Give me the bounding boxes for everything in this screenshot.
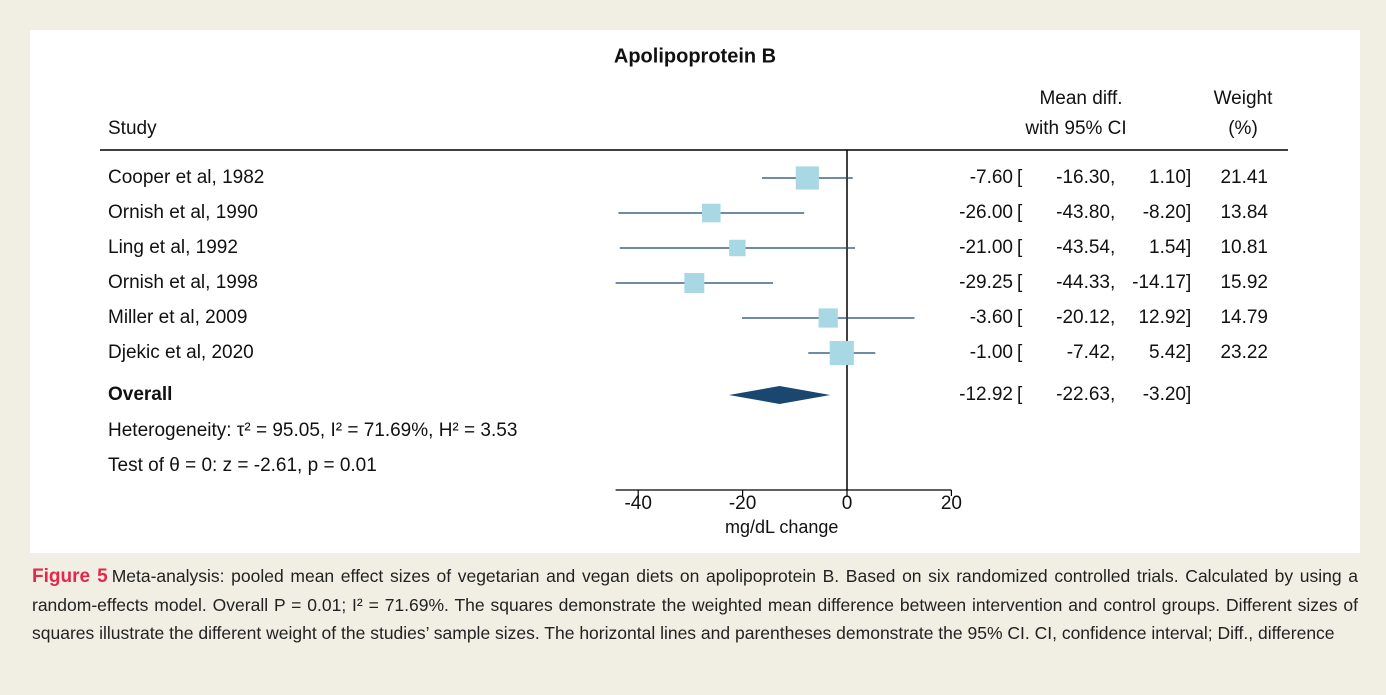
weight-label: 13.84 [1220, 202, 1268, 223]
effect-square [818, 308, 838, 328]
ci-low-label: -44.33 [1056, 272, 1110, 293]
ci-bracket: ] [1186, 272, 1191, 293]
caption-text: Meta-analysis: pooled mean effect sizes … [32, 566, 1359, 643]
effect-square [684, 273, 705, 293]
x-tick-label: 20 [941, 493, 962, 514]
ci-high-label: -8.20 [1143, 202, 1186, 223]
study-label: Miller et al, 2009 [108, 307, 247, 328]
ci-low-label: -43.80 [1056, 202, 1110, 223]
ci-bracket: ] [1186, 202, 1191, 223]
effect-square [795, 166, 819, 190]
effect-label: -1.00 [970, 342, 1013, 363]
weight-label: 10.81 [1220, 237, 1268, 258]
x-tick-label: 0 [842, 493, 853, 514]
effect-label: -3.60 [970, 307, 1013, 328]
ci-bracket: ] [1186, 342, 1191, 363]
ci-high-label: 1.54 [1149, 237, 1186, 258]
column-header: with 95% CI [1024, 118, 1126, 139]
ci-bracket: [ [1017, 384, 1023, 405]
ci-separator: , [1110, 272, 1115, 293]
weight-label: 14.79 [1220, 307, 1268, 328]
heterogeneity: Heterogeneity: τ² = 95.05, I² = 71.69%, … [108, 420, 517, 441]
column-header: Mean diff. [1039, 88, 1122, 109]
effect-label: -26.00 [959, 202, 1013, 223]
ci-bracket: ] [1186, 384, 1191, 405]
ci-separator: , [1110, 384, 1115, 405]
test-statistic: Test of θ = 0: z = -2.61, p = 0.01 [108, 455, 377, 476]
ci-bracket: [ [1017, 342, 1023, 363]
column-header: Weight [1214, 88, 1274, 109]
ci-bracket: [ [1017, 237, 1023, 258]
ci-low-label: -22.63 [1056, 384, 1110, 405]
study-label: Ornish et al, 1990 [108, 202, 258, 223]
ci-low-label: -43.54 [1056, 237, 1110, 258]
effect-label: -29.25 [959, 272, 1013, 293]
ci-bracket: ] [1186, 237, 1191, 258]
ci-bracket: [ [1017, 202, 1023, 223]
effect-label: -21.00 [959, 237, 1013, 258]
effect-square [701, 203, 721, 223]
overall-label: Overall [108, 384, 172, 405]
study-label: Ling et al, 1992 [108, 237, 238, 258]
ci-high-label: -14.17 [1132, 272, 1186, 293]
ci-separator: , [1110, 237, 1115, 258]
ci-separator: , [1110, 342, 1115, 363]
caption: Figure 5 Meta-analysis: pooled mean effec… [32, 562, 1358, 647]
ci-high-label: 1.10 [1149, 167, 1186, 188]
chart: Apolipoprotein B Study Mean diff. with 9… [30, 30, 1360, 553]
ci-bracket: [ [1017, 272, 1023, 293]
effect-label: -12.92 [959, 384, 1013, 405]
ci-high-label: 5.42 [1149, 342, 1186, 363]
ci-bracket: ] [1186, 307, 1191, 328]
ci-high-label: -3.20 [1143, 384, 1186, 405]
column-header: Study [108, 118, 157, 139]
ci-low-label: -20.12 [1056, 307, 1110, 328]
x-tick-label: -40 [624, 493, 651, 514]
weight-label: 23.22 [1220, 342, 1268, 363]
weight-label: 21.41 [1220, 167, 1268, 188]
study-label: Djekic et al, 2020 [108, 342, 254, 363]
ci-separator: , [1110, 307, 1115, 328]
ci-bracket: [ [1017, 307, 1023, 328]
study-label: Ornish et al, 1998 [108, 272, 258, 293]
ci-low-label: -16.30 [1056, 167, 1110, 188]
ci-bracket: [ [1017, 167, 1023, 188]
x-tick-label: -20 [729, 493, 756, 514]
weight-label: 15.92 [1220, 272, 1268, 293]
ci-separator: , [1110, 167, 1115, 188]
effect-label: -7.60 [970, 167, 1013, 188]
ci-bracket: ] [1186, 167, 1191, 188]
caption-label: Figure 5 [32, 566, 108, 587]
ci-high-label: 12.92 [1138, 307, 1186, 328]
ci-low-label: -7.42 [1067, 342, 1110, 363]
overall-diamond [728, 386, 831, 404]
x-axis-title: mg/dL change [725, 517, 838, 537]
effect-square [729, 239, 746, 257]
chart-title: Apolipoprotein B [614, 45, 776, 67]
study-label: Cooper et al, 1982 [108, 167, 264, 188]
effect-square [829, 340, 854, 366]
ci-separator: , [1110, 202, 1115, 223]
column-header: (%) [1228, 118, 1258, 139]
